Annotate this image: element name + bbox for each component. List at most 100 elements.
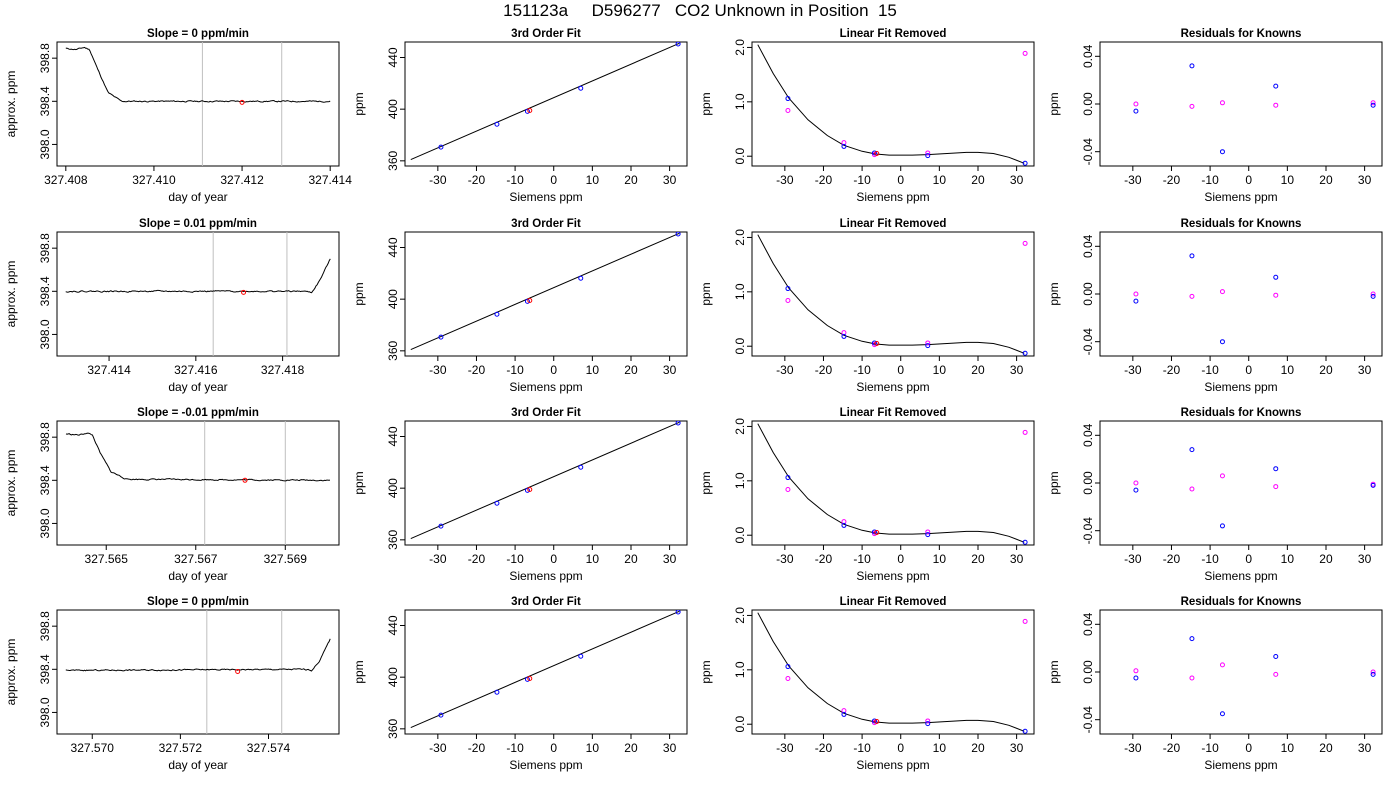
- alt-point: [1219, 662, 1225, 668]
- x-tick-label: -10: [853, 173, 871, 187]
- y-axis-label: approx. ppm: [4, 639, 18, 706]
- fit-line: [410, 610, 680, 729]
- x-tick-label: 20: [1319, 741, 1333, 755]
- known-standard-point: [1189, 63, 1195, 69]
- chart-panel: Residuals for Knowns -30 -20 -10 0 10 20 30 -0.0…: [1047, 218, 1383, 394]
- known-standard-point: [1022, 160, 1028, 166]
- x-tick-label: -10: [1201, 173, 1219, 187]
- alt-point: [1189, 293, 1195, 299]
- alt-point: [1133, 668, 1139, 674]
- y-tick-label: 440: [386, 47, 400, 67]
- chart-title: Linear Fit Removed: [840, 596, 947, 608]
- x-tick-label: 10: [1281, 363, 1295, 377]
- plot-frame: [56, 609, 340, 735]
- alt-point: [785, 487, 791, 493]
- x-tick-label: 327.408: [44, 173, 88, 187]
- x-tick-label: -20: [468, 552, 486, 566]
- alt-point: [1273, 292, 1279, 298]
- chart-title: 3rd Order Fit: [511, 28, 581, 40]
- fit-curve: [757, 234, 1025, 354]
- plot-frame: [751, 231, 1035, 357]
- x-tick-label: -30: [1124, 363, 1142, 377]
- x-tick-label: -30: [776, 741, 794, 755]
- alt-point: [1133, 480, 1139, 486]
- known-standard-point: [1370, 102, 1376, 108]
- y-tick-label: 398.8: [38, 43, 52, 73]
- chart-panel: Slope = 0 ppm/min 327.408 327.410 327.412 32…: [4, 28, 352, 204]
- x-tick-label: 20: [1319, 173, 1333, 187]
- chart-title: 3rd Order Fit: [511, 596, 581, 608]
- plot-area: [1133, 63, 1376, 155]
- known-standard-point: [675, 610, 681, 615]
- known-standard-point: [494, 689, 500, 695]
- known-standard-point: [438, 523, 444, 529]
- x-tick-label: -20: [1163, 741, 1181, 755]
- plot-frame: [1099, 609, 1383, 735]
- unknown-sample-point: [874, 150, 880, 156]
- y-tick-label: 440: [386, 615, 400, 635]
- known-standard-point: [1370, 293, 1376, 299]
- unknown-sample-point: [239, 99, 245, 105]
- chart-panel: 3rd Order Fit -30 -20 -10 0 10 20 30 360 400 440 Si…: [352, 28, 688, 204]
- x-tick-label: 10: [586, 363, 600, 377]
- x-tick-label: 30: [1010, 552, 1024, 566]
- plot-area: [410, 42, 681, 161]
- known-standard-point: [578, 464, 584, 470]
- y-tick-label: 0.04: [1081, 234, 1095, 258]
- x-tick-label: 327.414: [87, 363, 131, 377]
- known-standard-point: [1189, 636, 1195, 642]
- known-standard-point: [524, 487, 530, 493]
- y-tick-label: 440: [386, 426, 400, 446]
- y-tick-label: 0.0: [733, 527, 747, 544]
- known-standard-point: [1370, 482, 1376, 488]
- y-tick-label: -0.04: [1081, 517, 1095, 545]
- alt-point: [1219, 100, 1225, 106]
- x-axis-label: Siemens ppm: [1204, 380, 1277, 394]
- plot-frame: [56, 420, 340, 546]
- x-tick-label: -30: [429, 173, 447, 187]
- y-axis-label: ppm: [699, 92, 713, 115]
- y-axis-label: approx. ppm: [4, 71, 18, 138]
- x-tick-label: 0: [550, 741, 557, 755]
- chart-title: Slope = 0.01 ppm/min: [139, 218, 257, 230]
- x-tick-label: -30: [776, 552, 794, 566]
- y-axis-label: ppm: [352, 660, 366, 683]
- x-tick-label: 30: [663, 741, 677, 755]
- known-standard-point: [1022, 539, 1028, 545]
- known-standard-point: [524, 298, 530, 304]
- x-tick-label: 10: [586, 741, 600, 755]
- y-tick-label: 360: [386, 341, 400, 361]
- chart-title: Linear Fit Removed: [840, 407, 947, 419]
- x-tick-label: -20: [815, 173, 833, 187]
- fit-curve: [757, 44, 1025, 164]
- alt-point: [785, 108, 791, 114]
- known-standard-point: [925, 343, 931, 349]
- x-tick-label: 20: [971, 552, 985, 566]
- x-tick-label: -10: [853, 741, 871, 755]
- x-tick-label: 0: [550, 552, 557, 566]
- y-axis-label: ppm: [352, 92, 366, 115]
- known-standard-point: [675, 232, 681, 237]
- x-tick-label: 327.418: [261, 363, 305, 377]
- x-axis-label: Siemens ppm: [856, 758, 929, 772]
- x-tick-label: 327.416: [174, 363, 218, 377]
- x-tick-label: 0: [550, 173, 557, 187]
- y-tick-label: 2.0: [733, 229, 747, 246]
- known-standard-point: [1133, 108, 1139, 114]
- x-tick-label: -10: [506, 173, 524, 187]
- y-tick-label: 0.04: [1081, 612, 1095, 636]
- chart-title: Linear Fit Removed: [840, 28, 947, 40]
- y-axis-label: ppm: [1047, 92, 1061, 115]
- x-axis-label: day of year: [168, 190, 227, 204]
- x-tick-label: 327.412: [220, 173, 264, 187]
- x-tick-label: 10: [933, 552, 947, 566]
- known-standard-point: [785, 664, 791, 670]
- known-standard-point: [1219, 339, 1225, 345]
- y-tick-label: 2.0: [733, 418, 747, 435]
- chart-title: Residuals for Knowns: [1181, 28, 1302, 40]
- x-tick-label: 10: [933, 173, 947, 187]
- y-tick-label: 2.0: [733, 39, 747, 56]
- x-axis-label: Siemens ppm: [856, 190, 929, 204]
- y-tick-label: 398.0: [38, 508, 52, 538]
- y-tick-label: 1.0: [733, 661, 747, 678]
